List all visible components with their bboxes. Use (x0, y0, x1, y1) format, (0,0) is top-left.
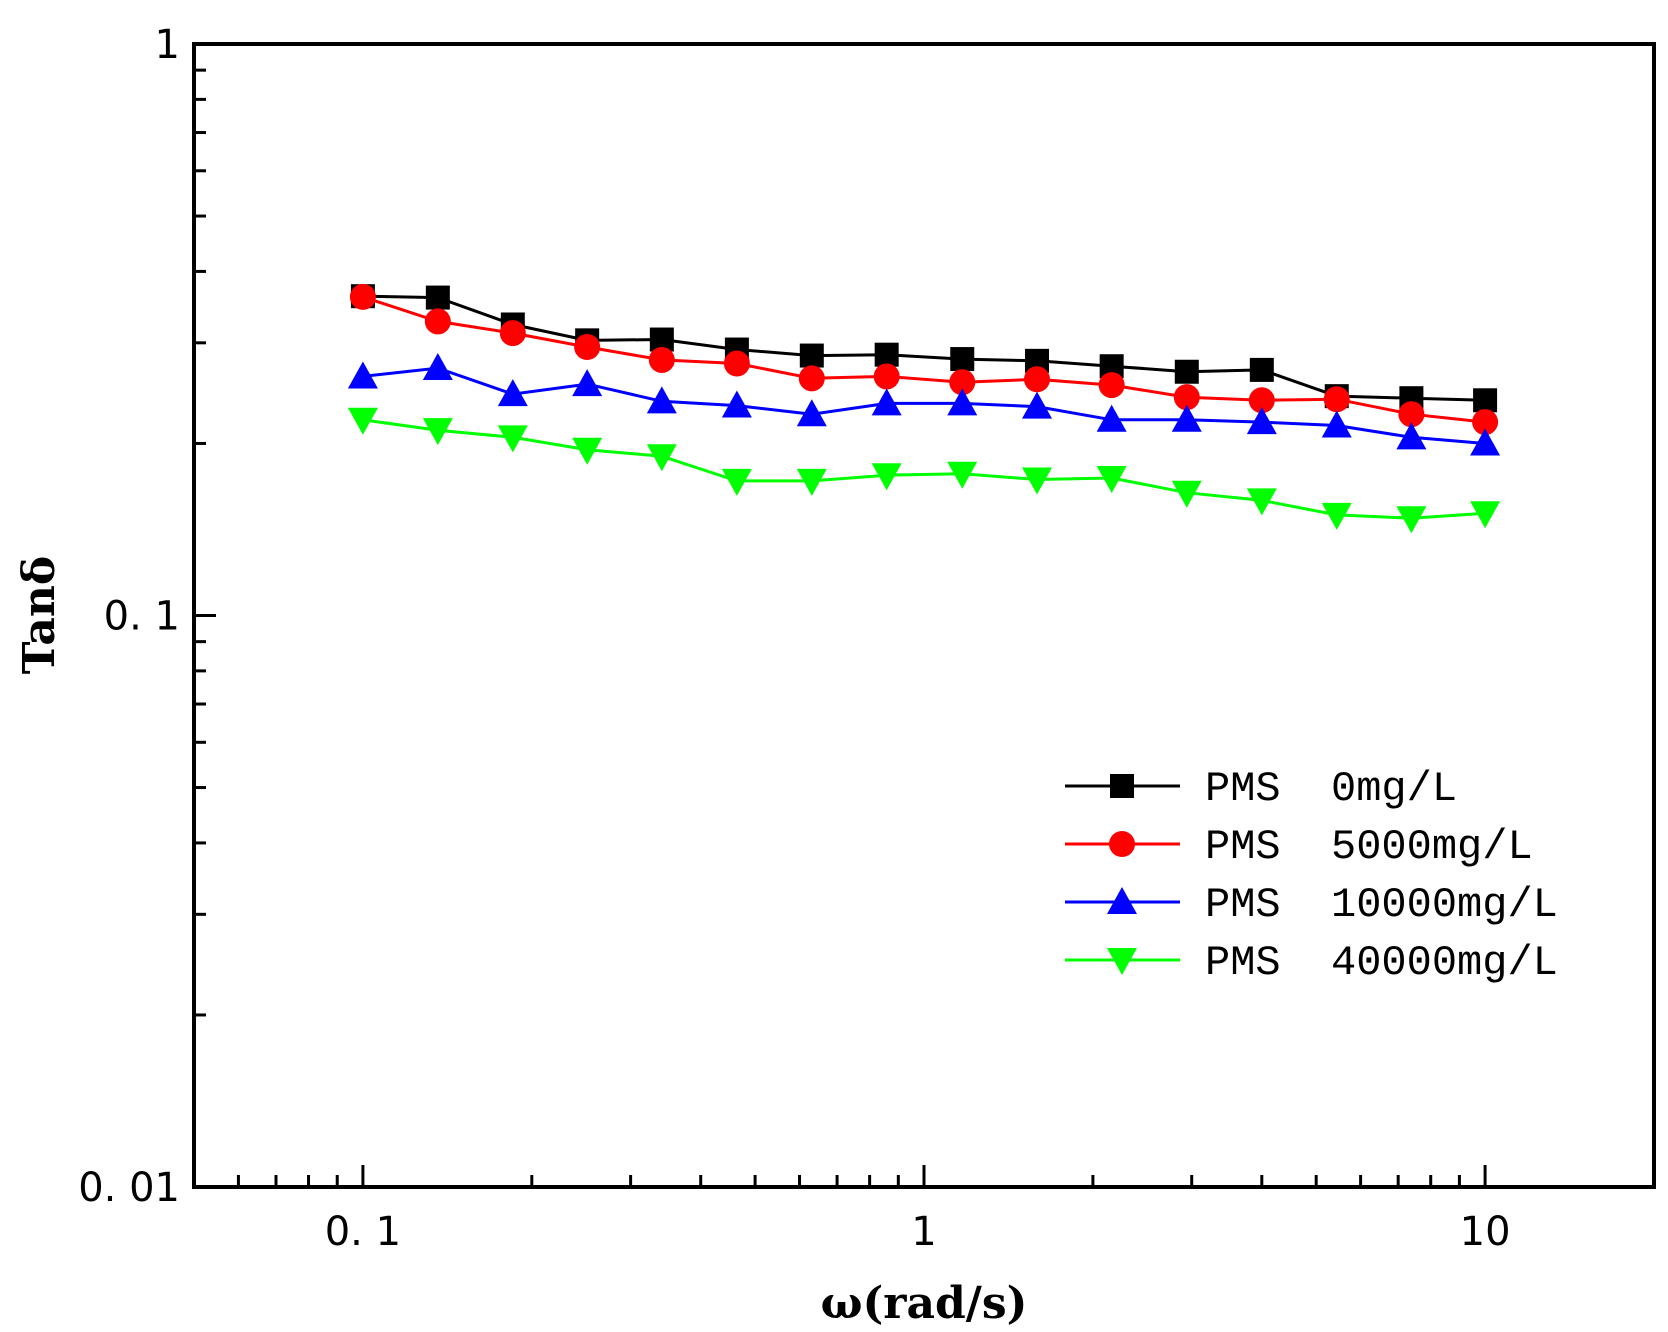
data-point (721, 468, 752, 496)
legend-item: PMS 10000mg/L (1065, 881, 1558, 929)
data-point (1022, 391, 1053, 419)
data-point (871, 463, 902, 491)
data-point (1024, 366, 1051, 393)
data-point (646, 444, 677, 472)
data-point (1248, 387, 1275, 414)
series-line (362, 366, 1486, 445)
series-line (362, 418, 1486, 520)
series-line (362, 295, 1486, 424)
data-point (798, 365, 825, 392)
data-point (949, 369, 976, 396)
data-point (947, 461, 978, 489)
data-point (497, 425, 528, 453)
data-point (572, 437, 603, 465)
data-point (1321, 410, 1352, 438)
data-point (422, 353, 453, 381)
data-point (799, 343, 824, 368)
x-tick-label: 10 (1460, 1209, 1511, 1255)
series-group (347, 283, 1501, 534)
data-point (499, 320, 526, 347)
data-point (796, 468, 827, 496)
data-point (950, 347, 975, 372)
data-point (1396, 422, 1427, 450)
series-0 (350, 284, 1498, 413)
data-point (1096, 404, 1127, 432)
data-point (1472, 409, 1499, 436)
data-point (646, 386, 677, 414)
data-point (1321, 502, 1352, 530)
data-point (1470, 428, 1501, 456)
legend: PMS 0mg/L PMS 5000mg/L PMS 10000mg/L PMS 40… (1065, 765, 1558, 987)
data-point (497, 379, 528, 407)
data-point (1473, 388, 1498, 413)
data-point (1096, 466, 1127, 494)
legend-label: PMS 10000mg/L (1205, 881, 1558, 929)
legend-marker (1107, 887, 1137, 914)
data-point (1174, 359, 1199, 384)
x-tick-label: 1 (911, 1209, 936, 1255)
y-tick-label: 1 (155, 22, 180, 68)
data-point (871, 388, 902, 416)
data-point (1246, 488, 1277, 516)
series-1 (349, 283, 1499, 436)
x-tick-label: 0. 1 (325, 1209, 401, 1255)
legend-marker (1109, 831, 1135, 857)
legend-marker (1107, 948, 1137, 975)
legend-item: PMS 5000mg/L (1065, 823, 1533, 871)
data-point (347, 407, 378, 435)
data-point (1323, 386, 1350, 413)
x-axis-title: ω(rad/s) (821, 1278, 1028, 1329)
legend-label: PMS 0mg/L (1205, 765, 1457, 813)
data-point (723, 350, 750, 377)
data-point (1398, 401, 1425, 428)
data-point (648, 346, 675, 373)
data-point (347, 361, 378, 389)
y-tick-label: 0. 1 (104, 594, 180, 640)
legend-label: PMS 40000mg/L (1205, 939, 1558, 987)
data-point (1249, 357, 1274, 382)
data-point (1173, 384, 1200, 411)
data-point (1246, 407, 1277, 435)
data-point (425, 285, 450, 310)
legend-marker (1110, 774, 1134, 798)
data-point (349, 283, 376, 310)
series-line (362, 294, 1486, 402)
data-point (947, 388, 978, 416)
series-2 (347, 353, 1501, 456)
plot-frame (192, 42, 1656, 1189)
legend-item: PMS 40000mg/L (1065, 939, 1558, 987)
series-3 (347, 407, 1501, 534)
data-point (422, 418, 453, 446)
data-point (424, 308, 451, 335)
data-point (1396, 506, 1427, 534)
y-axis-title: Tanδ (14, 556, 65, 674)
data-point (873, 363, 900, 390)
data-point (572, 369, 603, 397)
data-point (574, 333, 601, 360)
data-point (1171, 404, 1202, 432)
data-point (1022, 467, 1053, 495)
legend-label: PMS 5000mg/L (1205, 823, 1533, 871)
data-point (721, 390, 752, 418)
axes: 0. 1 1 10 1 0. 1 0. 01 (78, 22, 1510, 1255)
data-point (874, 342, 899, 367)
legend-item: PMS 0mg/L (1065, 765, 1457, 813)
data-point (1470, 501, 1501, 529)
data-point (1171, 480, 1202, 508)
y-tick-label: 0. 01 (78, 1165, 180, 1211)
data-point (796, 399, 827, 427)
data-point (1098, 372, 1125, 399)
